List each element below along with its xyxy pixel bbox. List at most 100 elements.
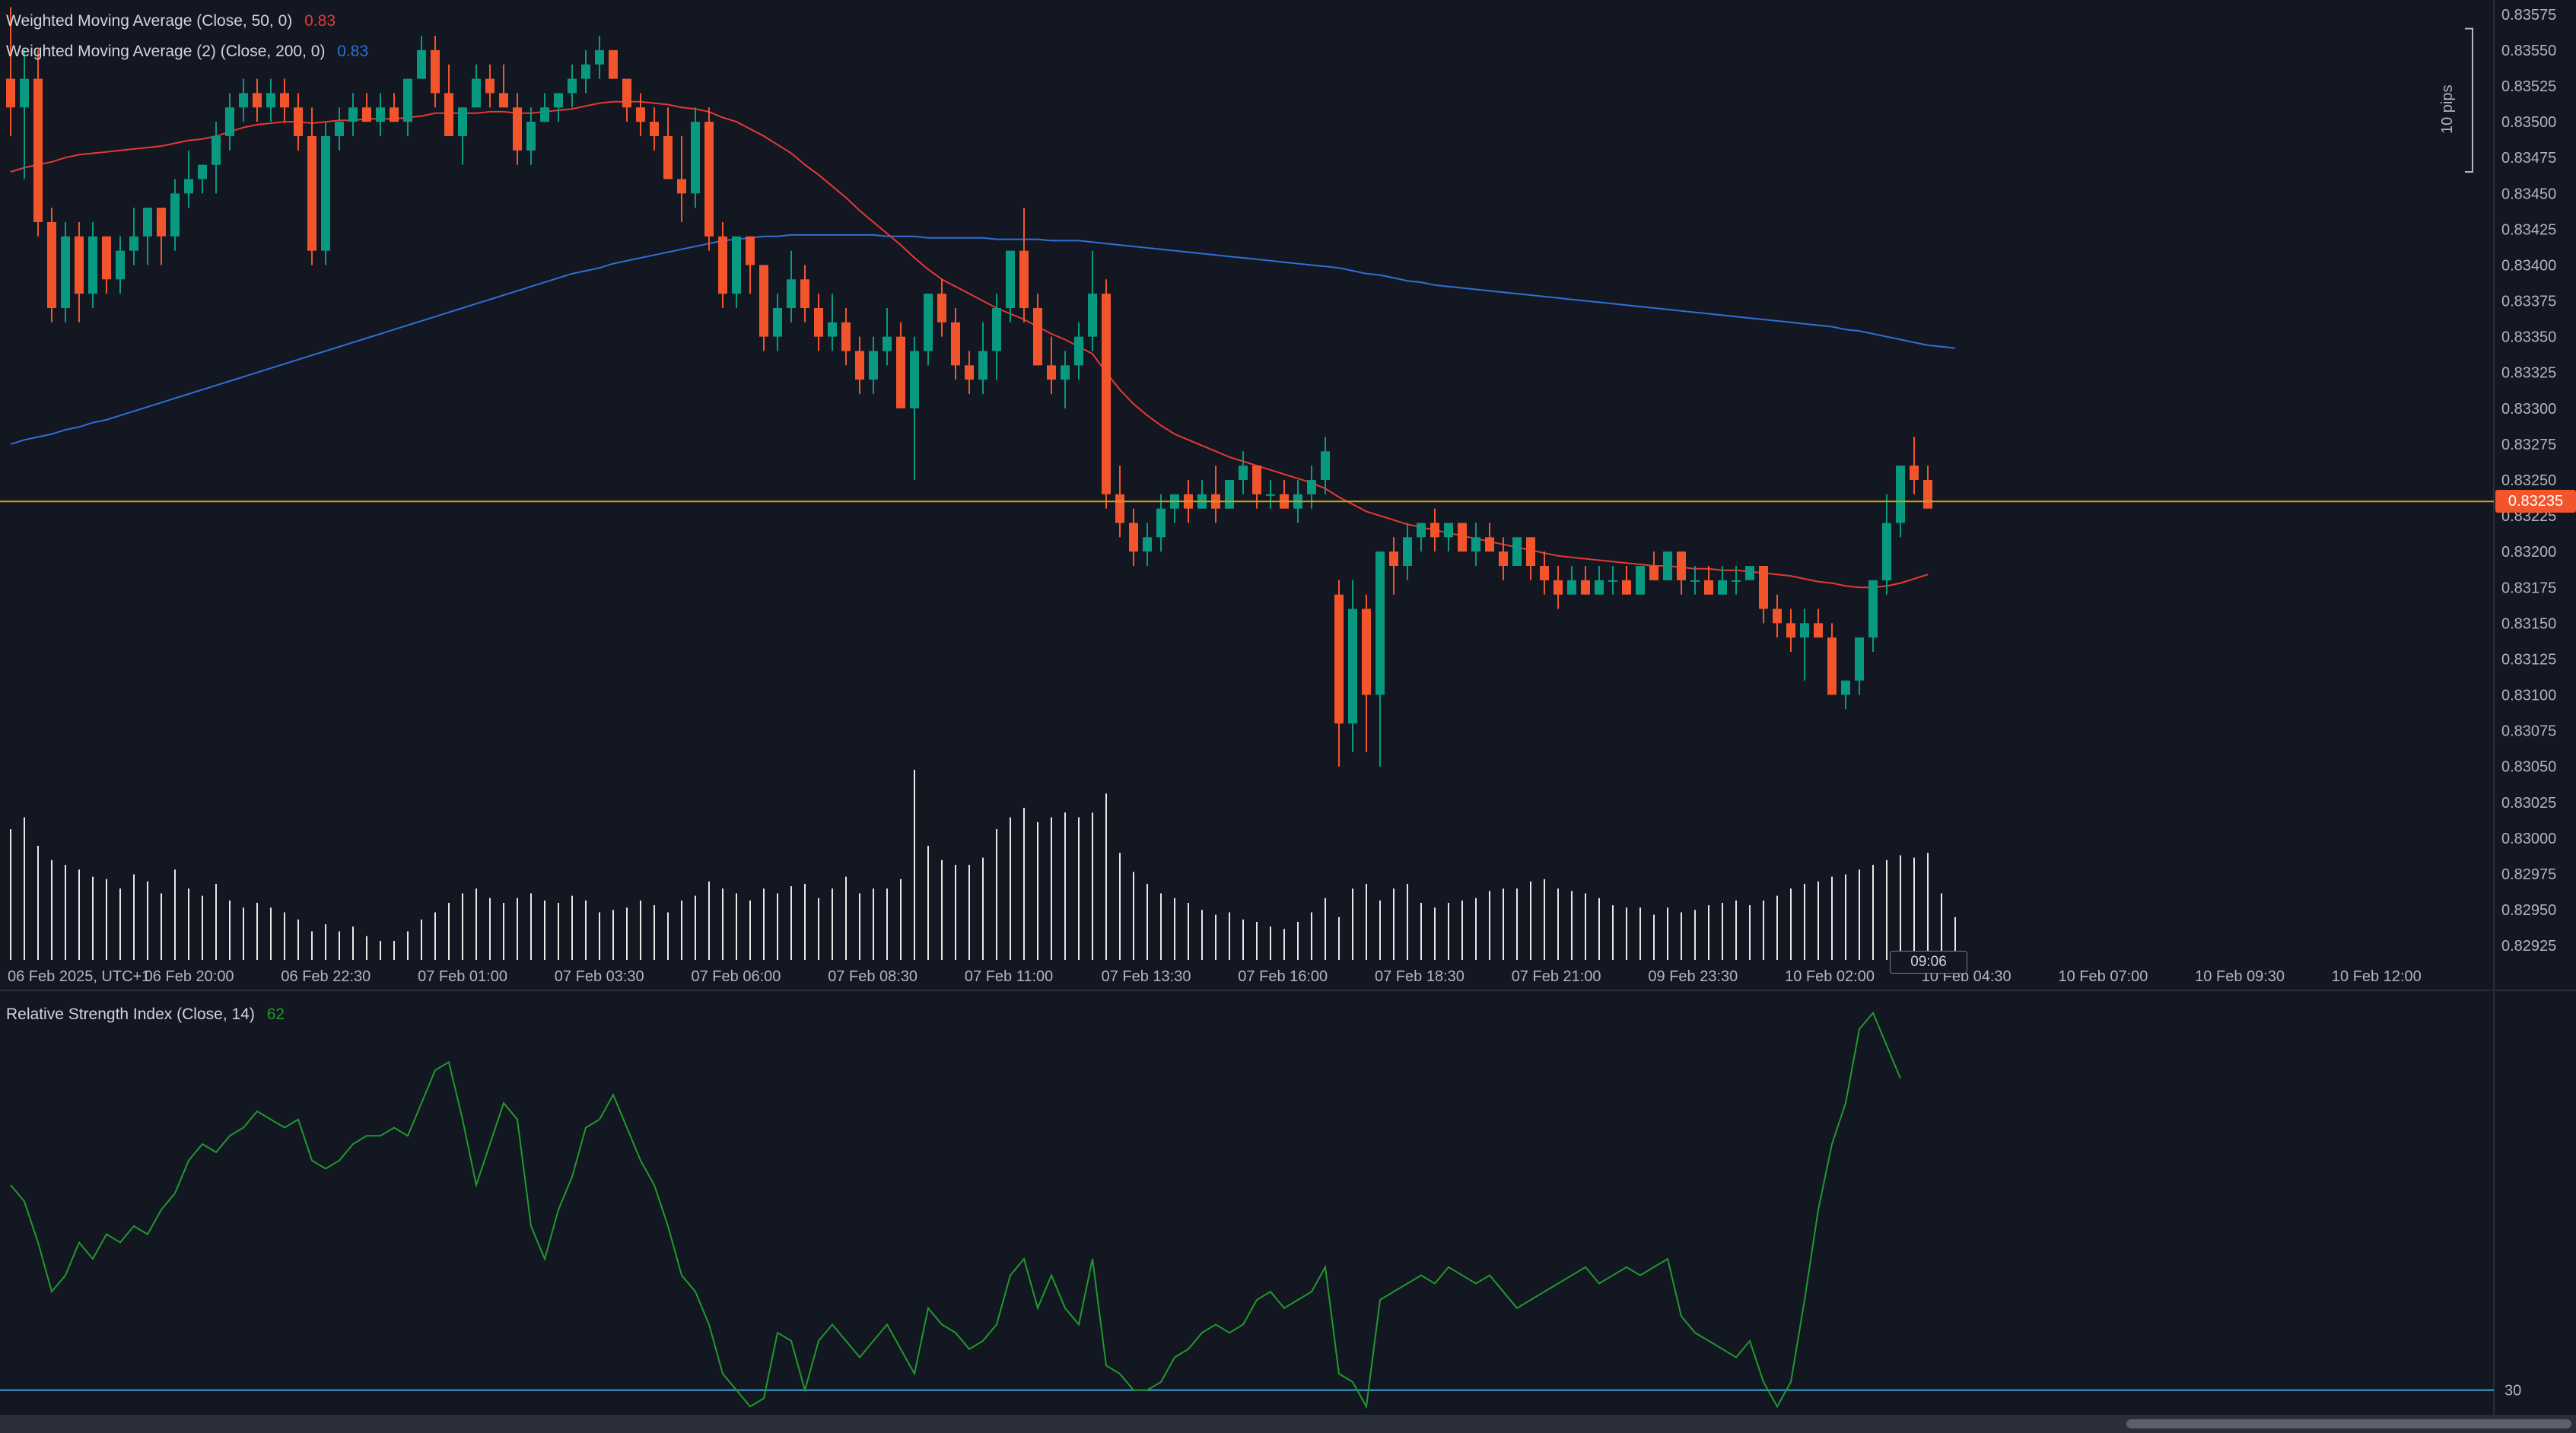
candle-body — [1074, 336, 1083, 366]
candle-body — [1923, 480, 1932, 509]
candle-body — [841, 322, 851, 351]
time-tick-label: 06 Feb 22:30 — [281, 968, 370, 985]
candle-body — [390, 107, 399, 122]
candle-body — [1608, 580, 1617, 582]
price-tick-label: 0.83575 — [2501, 7, 2556, 24]
candle-body — [622, 78, 631, 108]
candle-body — [1006, 250, 1015, 308]
candle-body — [1554, 580, 1563, 595]
price-tick-label: 0.83525 — [2501, 78, 2556, 95]
time-tick-label: 07 Feb 13:30 — [1102, 968, 1191, 985]
candle-body — [239, 93, 248, 108]
candle-body — [951, 322, 960, 366]
candle-body — [1896, 465, 1905, 523]
legend-rsi[interactable]: Relative Strength Index (Close, 14) 62 — [6, 1006, 285, 1024]
candle-body — [431, 49, 440, 94]
time-tick-label: 07 Feb 01:00 — [418, 968, 507, 985]
time-tick-label: 07 Feb 16:00 — [1238, 968, 1328, 985]
time-tick-label: 06 Feb 20:00 — [145, 968, 234, 985]
candle-body — [1567, 580, 1576, 595]
candle-body — [1677, 551, 1686, 580]
candle-body — [1773, 608, 1782, 624]
candle-body — [472, 78, 481, 108]
time-tick-label: 09 Feb 23:30 — [1648, 968, 1738, 985]
candle-body — [6, 78, 15, 108]
candle-body — [1362, 608, 1371, 695]
candle-body — [1499, 551, 1508, 567]
candle-body — [88, 236, 97, 294]
candle-body — [1841, 680, 1850, 695]
time-tick-label: 07 Feb 08:30 — [828, 968, 918, 985]
candle-body — [1307, 480, 1316, 494]
candle-body — [1225, 480, 1234, 509]
price-tick-label: 0.83275 — [2501, 437, 2556, 453]
candle-body — [718, 236, 727, 294]
legend-ma50-label: Weighted Moving Average (Close, 50, 0) — [6, 12, 293, 30]
candle-body — [61, 236, 70, 308]
candle-body — [47, 221, 56, 308]
candle-body — [20, 78, 29, 108]
candle-body — [102, 236, 111, 280]
candle-body — [1786, 623, 1795, 638]
price-tick-label: 0.83175 — [2501, 580, 2556, 596]
candle-body — [1485, 537, 1494, 552]
candle-body — [1595, 580, 1604, 595]
candle-body — [1143, 537, 1152, 552]
candle-body — [1033, 307, 1042, 366]
candle-body — [225, 107, 234, 136]
price-tick-label: 0.83425 — [2501, 221, 2556, 238]
candle-body — [759, 265, 768, 337]
time-tick-label: 07 Feb 21:00 — [1512, 968, 1601, 985]
candle-body — [1855, 637, 1864, 681]
candle-body — [198, 164, 207, 180]
legend-ma200[interactable]: Weighted Moving Average (2) (Close, 200,… — [6, 43, 368, 61]
time-tick-label: 10 Feb 12:00 — [2332, 968, 2422, 985]
candle-body — [321, 135, 330, 251]
candle-body — [883, 336, 892, 351]
time-tick-label: 07 Feb 11:00 — [965, 968, 1053, 985]
candle-body — [1512, 537, 1522, 567]
price-tick-label: 0.83150 — [2501, 615, 2556, 632]
legend-rsi-label: Relative Strength Index (Close, 14) — [6, 1006, 255, 1023]
price-tick-label: 0.83050 — [2501, 759, 2556, 776]
candle-body — [1622, 580, 1631, 595]
candle-body — [1334, 594, 1344, 724]
price-tick-label: 0.83375 — [2501, 294, 2556, 310]
candle-body — [924, 294, 933, 351]
candle-body — [1827, 637, 1837, 695]
candle-body — [1266, 494, 1275, 496]
legend-ma50[interactable]: Weighted Moving Average (Close, 50, 0) 0… — [6, 12, 336, 30]
candle-body — [992, 307, 1001, 351]
candle-body — [157, 208, 166, 237]
candle-body — [1156, 508, 1166, 538]
candle-body — [869, 351, 878, 380]
candle-body — [1417, 523, 1426, 538]
current-price-badge: 0.83235 — [2495, 490, 2576, 513]
candle-body — [595, 49, 604, 65]
price-tick-label: 0.83350 — [2501, 329, 2556, 346]
candle-body — [307, 135, 316, 251]
price-tick-label: 0.83200 — [2501, 544, 2556, 561]
candle-body — [253, 93, 262, 108]
candle-body — [965, 365, 974, 380]
rsi-level-label: 30 — [2504, 1383, 2521, 1400]
candle-body — [1047, 365, 1056, 380]
crosshair-time-badge: 09:06 — [1890, 951, 1967, 974]
price-tick-label: 0.83550 — [2501, 43, 2556, 59]
candle-body — [855, 351, 864, 380]
candle-body — [444, 93, 453, 136]
candle-body — [1732, 580, 1741, 582]
candle-body — [1526, 537, 1535, 567]
scrollbar-thumb[interactable] — [2126, 1419, 2571, 1428]
candle-body — [1649, 566, 1658, 580]
candle-body — [1745, 566, 1754, 580]
price-tick-label: 0.83125 — [2501, 651, 2556, 668]
candle-body — [1102, 294, 1111, 494]
candle-body — [540, 107, 549, 122]
candle-body — [581, 64, 590, 79]
candle-body — [499, 93, 508, 108]
candle-body — [294, 107, 303, 136]
candle-body — [896, 336, 905, 408]
candle-body — [335, 122, 344, 136]
